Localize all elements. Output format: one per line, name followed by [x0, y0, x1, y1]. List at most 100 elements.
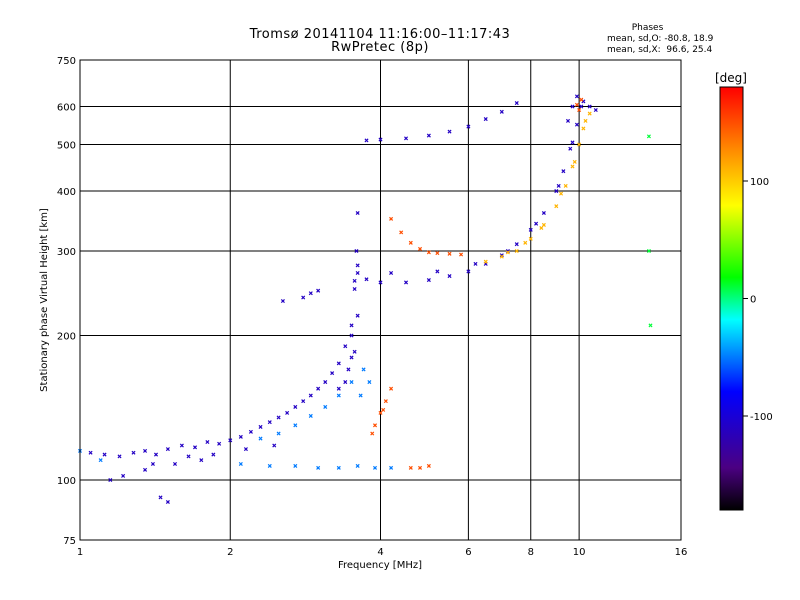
data-point — [426, 278, 431, 283]
data-point — [534, 221, 539, 226]
data-point — [316, 288, 321, 293]
data-point — [389, 270, 394, 275]
data-point — [121, 473, 126, 478]
phase-x-stats: mean, sd,X: 96.6, 25.4 — [607, 45, 713, 55]
data-point — [447, 129, 452, 134]
data-point — [98, 458, 103, 463]
y-axis-label: Stationary phase Virtual Height [km] — [39, 208, 50, 392]
data-point — [559, 191, 564, 196]
data-point — [358, 393, 363, 398]
data-point — [570, 164, 575, 169]
data-point — [646, 248, 651, 254]
data-point — [323, 404, 328, 409]
data-point — [378, 280, 383, 285]
y-tick-label: 500 — [57, 141, 76, 152]
data-point — [579, 104, 584, 109]
data-point — [349, 380, 354, 385]
data-point — [349, 323, 354, 328]
y-axis-ticks: 75 100 200 300 400 500 600 750 — [57, 56, 76, 547]
data-point — [556, 183, 561, 188]
data-point — [426, 133, 431, 138]
phase-stats-heading: Phases — [631, 23, 664, 33]
data-point — [355, 270, 360, 275]
data-point — [570, 104, 575, 109]
data-point — [583, 118, 588, 123]
data-point — [459, 252, 464, 257]
data-point — [349, 333, 354, 338]
data-point — [372, 423, 378, 428]
y-tick-label: 400 — [57, 187, 76, 198]
data-point — [343, 344, 348, 349]
x-axis-ticks: 1 2 4 6 8 10 16 — [77, 547, 688, 558]
data-point — [483, 259, 488, 264]
data-point — [308, 413, 313, 418]
data-point — [417, 246, 423, 251]
data-point — [408, 465, 413, 470]
data-point — [572, 159, 577, 164]
data-point — [473, 261, 478, 266]
data-point — [499, 109, 504, 114]
data-point — [574, 94, 579, 99]
y-tick-label: 75 — [63, 536, 76, 547]
data-point — [354, 248, 359, 254]
data-point — [258, 424, 263, 429]
data-point — [108, 478, 113, 483]
data-point — [523, 240, 528, 245]
data-point — [238, 434, 243, 439]
data-point — [539, 225, 544, 231]
data-point — [293, 404, 298, 409]
data-point — [150, 461, 155, 467]
data-point — [367, 380, 372, 385]
data-point — [361, 367, 366, 372]
data-point — [568, 146, 573, 151]
data-point — [248, 429, 253, 434]
data-point — [408, 240, 413, 245]
data-point — [499, 254, 504, 259]
data-point — [88, 450, 93, 455]
data-point — [587, 111, 592, 116]
data-point — [381, 407, 386, 412]
data-point — [158, 495, 163, 500]
data-points — [77, 94, 653, 505]
data-point — [435, 251, 440, 256]
data-point — [293, 463, 298, 468]
data-point — [447, 274, 452, 279]
data-point — [336, 465, 341, 470]
data-point — [258, 436, 263, 441]
data-point — [267, 420, 272, 425]
data-point — [330, 371, 335, 376]
data-point — [447, 251, 452, 256]
data-point — [648, 323, 653, 328]
data-point — [565, 118, 571, 123]
data-point — [577, 142, 582, 147]
phase-o-stats: mean, sd,O: -80.8, 18.9 — [607, 34, 714, 44]
colorbar-ticks: 100 0 -100 — [743, 177, 773, 423]
data-point — [426, 463, 431, 468]
chart-title: Tromsø 20141104 11:16:00–11:17:43 — [249, 27, 511, 42]
data-point — [514, 242, 519, 247]
data-point — [417, 465, 423, 470]
data-point — [217, 441, 222, 446]
y-tick-label: 300 — [57, 247, 76, 258]
data-point — [528, 227, 533, 232]
data-point — [355, 313, 360, 318]
data-point — [336, 386, 341, 391]
data-point — [308, 393, 313, 398]
data-point — [179, 443, 184, 448]
y-tick-label: 750 — [57, 56, 76, 67]
colorbar-tick-label: -100 — [750, 412, 773, 423]
data-point — [378, 410, 383, 415]
data-point — [243, 447, 248, 452]
data-point — [574, 122, 579, 127]
data-point — [267, 463, 272, 468]
data-point — [370, 431, 375, 436]
data-point — [293, 423, 298, 428]
data-point — [308, 291, 313, 296]
data-point — [192, 445, 198, 450]
data-point — [323, 380, 328, 385]
data-point — [349, 355, 354, 360]
data-point — [574, 102, 579, 107]
data-point — [505, 250, 510, 255]
data-point — [514, 248, 519, 254]
